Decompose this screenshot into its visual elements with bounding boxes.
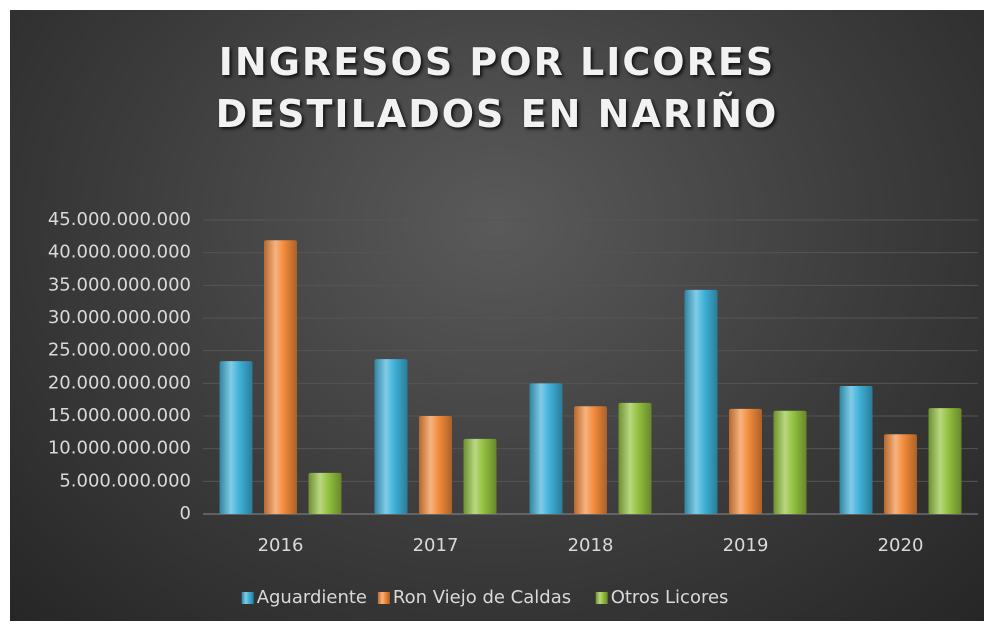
- bar: [839, 385, 873, 514]
- bar: [264, 240, 297, 514]
- legend-label: Aguardiente: [257, 587, 367, 608]
- legend-label: Otros Licores: [611, 587, 729, 608]
- bar: [773, 410, 807, 514]
- y-tick-label: 35.000.000.000: [48, 274, 191, 295]
- x-tick-label: 2020: [878, 535, 924, 556]
- bar: [529, 383, 563, 514]
- y-tick-label: 0: [180, 503, 191, 524]
- chart-frame: INGRESOS POR LICORES DESTILADOS EN NARIÑ…: [10, 10, 984, 621]
- y-tick-label: 30.000.000.000: [48, 307, 191, 328]
- bar: [308, 472, 342, 514]
- title-box: INGRESOS POR LICORES DESTILADOS EN NARIÑ…: [10, 36, 984, 140]
- bar: [684, 289, 718, 514]
- y-tick-label: 45.000.000.000: [48, 209, 191, 230]
- x-tick-label: 2016: [258, 535, 304, 556]
- bar: [928, 408, 962, 514]
- y-tick-label: 20.000.000.000: [48, 372, 191, 393]
- legend-swatch: [595, 592, 608, 604]
- y-tick-label: 15.000.000.000: [48, 405, 191, 426]
- y-tick-label: 25.000.000.000: [48, 340, 191, 361]
- legend-swatch: [377, 592, 390, 604]
- bar: [219, 361, 253, 514]
- bar: [618, 402, 652, 514]
- bar: [374, 359, 408, 514]
- chart: 0 5.000.000.000 10.000.000.000 15.000.000.0…: [48, 209, 978, 608]
- chart-title: INGRESOS POR LICORES DESTILADOS EN NARIÑ…: [215, 40, 779, 136]
- y-tick-label: 5.000.000.000: [59, 470, 191, 491]
- y-tick-label: 40.000.000.000: [48, 242, 191, 263]
- bar: [574, 406, 607, 514]
- bar: [419, 416, 452, 514]
- bar: [729, 408, 762, 514]
- y-tick-label: 10.000.000.000: [48, 438, 191, 459]
- x-tick-label: 2019: [723, 535, 769, 556]
- x-tick-label: 2017: [413, 535, 459, 556]
- x-tick-label: 2018: [568, 535, 614, 556]
- bar: [884, 434, 917, 514]
- legend-label: Ron Viejo de Caldas: [393, 587, 571, 608]
- bar: [463, 438, 497, 514]
- legend-swatch: [241, 592, 254, 604]
